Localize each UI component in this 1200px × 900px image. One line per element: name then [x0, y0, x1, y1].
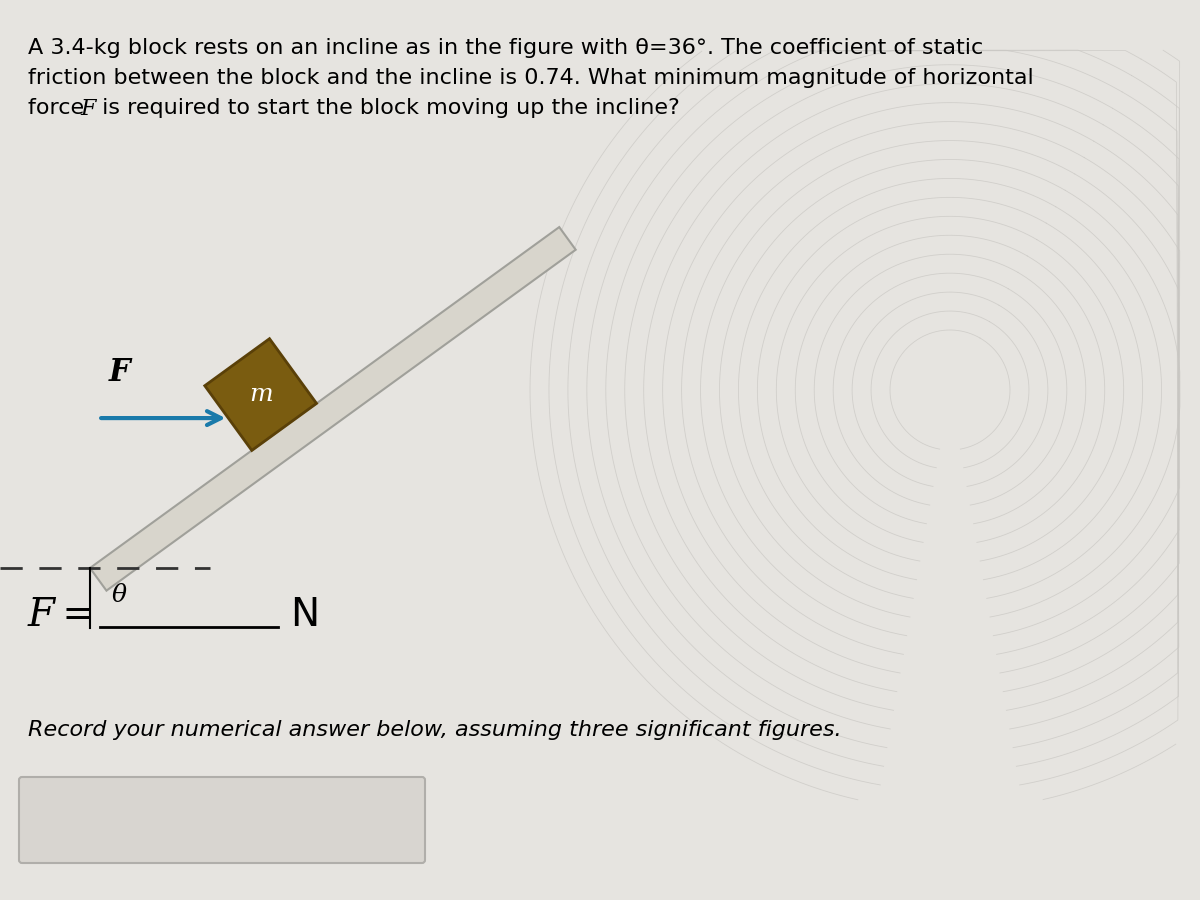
Text: Record your numerical answer below, assuming three significant figures.: Record your numerical answer below, assu…: [28, 720, 841, 740]
Text: A 3.4-kg block rests on an incline as in the figure with θ=36°. The coefficient : A 3.4-kg block rests on an incline as in…: [28, 38, 983, 58]
Polygon shape: [205, 338, 317, 450]
Text: =: =: [50, 596, 95, 634]
Text: m: m: [248, 383, 272, 406]
Text: θ: θ: [112, 584, 127, 608]
Text: N: N: [290, 596, 319, 634]
Text: friction between the block and the incline is 0.74. What minimum magnitude of ho: friction between the block and the incli…: [28, 68, 1033, 88]
Text: F: F: [108, 357, 130, 388]
FancyBboxPatch shape: [19, 777, 425, 863]
Polygon shape: [90, 227, 576, 590]
Text: force: force: [28, 98, 91, 118]
Text: F: F: [28, 597, 55, 634]
Text: F: F: [80, 98, 96, 120]
Text: is required to start the block moving up the incline?: is required to start the block moving up…: [95, 98, 679, 118]
